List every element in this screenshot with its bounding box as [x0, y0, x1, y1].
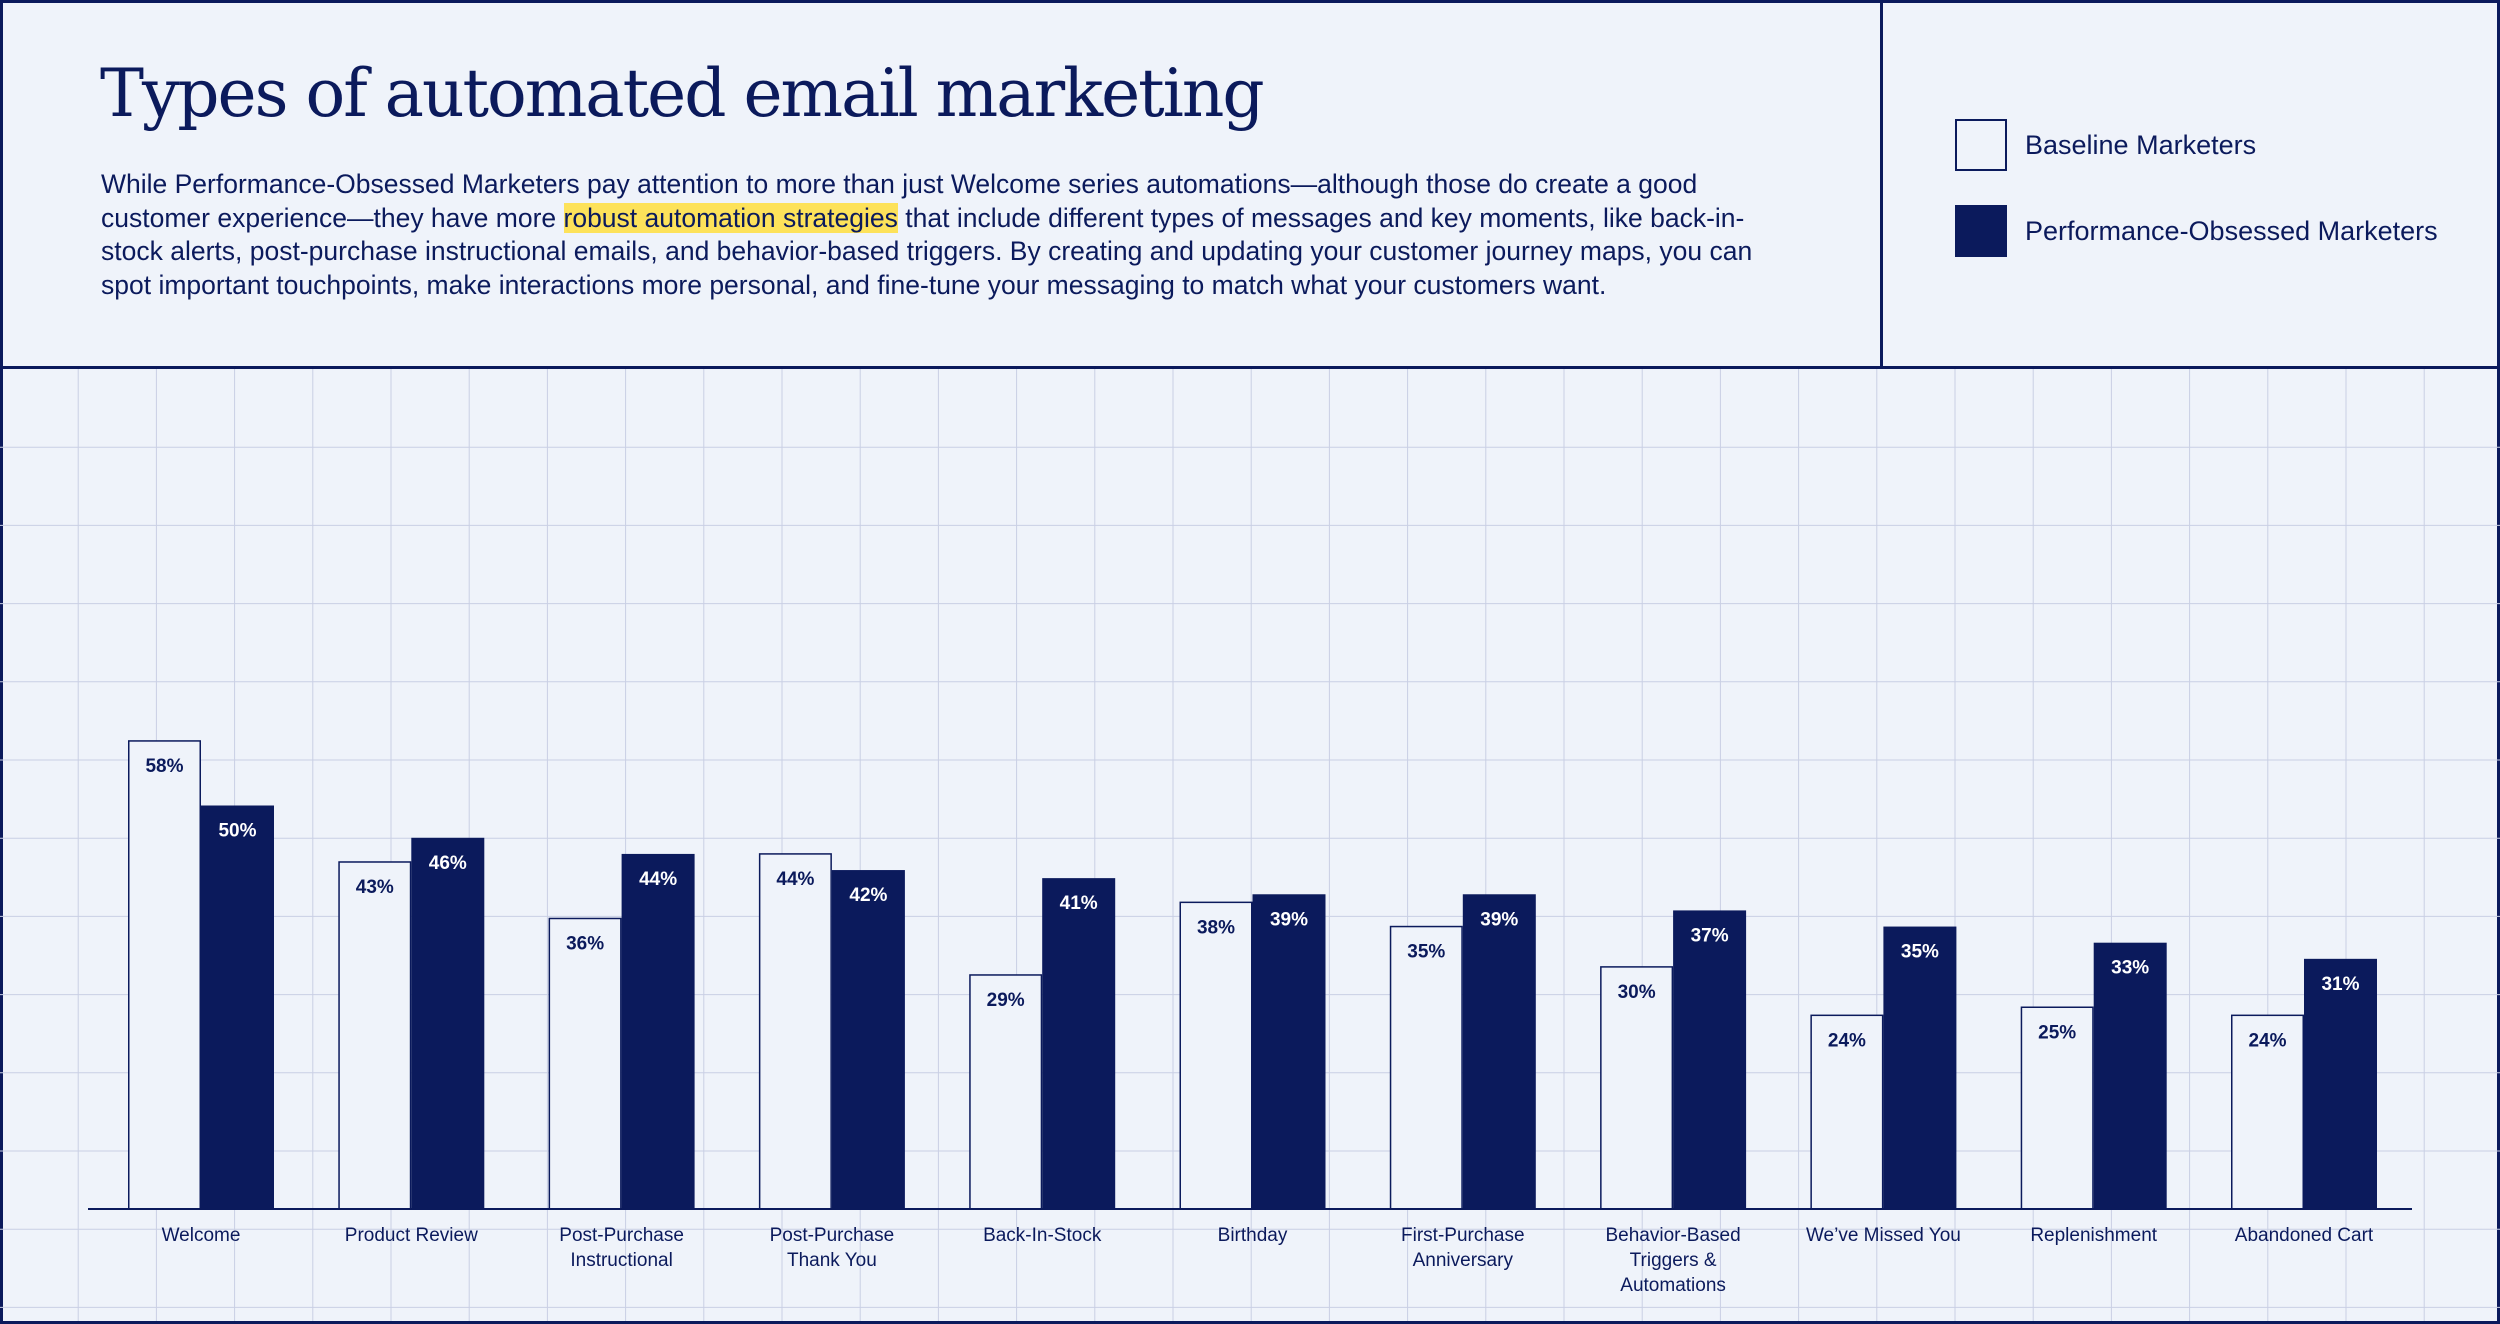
bar-baseline: [2231, 1014, 2304, 1210]
data-label-baseline: 25%: [2038, 1022, 2076, 1043]
category-label-line: First-Purchase: [1401, 1225, 1525, 1246]
bar-performance: [1462, 894, 1536, 1209]
category-label-line: Product Review: [345, 1225, 478, 1246]
data-label-baseline: 43%: [356, 877, 394, 898]
bar-performance: [201, 805, 274, 1209]
bar-baseline: [338, 861, 412, 1210]
legend-item-baseline: Baseline Marketers: [1955, 117, 2438, 173]
data-label-performance: 50%: [218, 821, 256, 842]
data-label-baseline: 24%: [1828, 1030, 1866, 1051]
category-label-line: We’ve Missed You: [1806, 1225, 1961, 1246]
bar-performance: [1673, 910, 1747, 1209]
data-label-baseline: 58%: [145, 756, 183, 777]
data-label-baseline: 24%: [2248, 1030, 2286, 1051]
legend: Baseline Marketers Performance-Obsessed …: [1955, 117, 2438, 289]
category-label-line: Birthday: [1218, 1225, 1288, 1246]
description-text-start: While Performance-Obsessed Marketers pay…: [101, 169, 1698, 233]
legend-divider: [1880, 0, 1883, 368]
category-label-line: Welcome: [162, 1225, 241, 1246]
data-label-performance: 42%: [849, 885, 887, 906]
bar-baseline: [1389, 925, 1463, 1210]
bar-baseline: [1810, 1014, 1884, 1210]
category-label: Welcome: [162, 1225, 241, 1246]
data-label-performance: 35%: [1901, 942, 1939, 963]
data-label-performance: 39%: [1480, 909, 1518, 930]
description-text-end: that include different types of messages…: [101, 202, 1753, 300]
bar-baseline: [128, 740, 201, 1210]
bar-chart: 58% 50% Welcome 43% 46% Product Review 36% 44% P…: [0, 369, 2500, 1321]
category-label: Post-Purchase Instructional: [559, 1225, 684, 1271]
category-label-line: Abandoned Cart: [2235, 1225, 2374, 1246]
category-label-line: Instructional: [570, 1250, 672, 1271]
data-label-baseline: 44%: [776, 869, 814, 890]
bar-baseline: [1600, 966, 1674, 1210]
bar-baseline: [1179, 901, 1253, 1210]
category-label: Birthday: [1218, 1225, 1288, 1246]
bar-baseline: [548, 917, 622, 1210]
description-highlight: robust automation strategies: [563, 202, 898, 233]
category-label-line: Thank You: [787, 1250, 877, 1271]
category-label-line: Behavior-Based: [1605, 1225, 1740, 1246]
data-label-baseline: 38%: [1197, 917, 1235, 938]
category-label: Post-Purchase Thank You: [770, 1225, 895, 1271]
category-label: We’ve Missed You: [1806, 1225, 1961, 1246]
category-label-line: Replenishment: [2030, 1225, 2157, 1246]
category-label: Behavior-Based Triggers & Automations: [1605, 1225, 1740, 1296]
chart-area: 58% 50% Welcome 43% 46% Product Review 36% 44% P…: [0, 369, 2500, 1321]
category-label-line: Automations: [1620, 1275, 1726, 1296]
chart-description: While Performance-Obsessed Marketers pay…: [101, 168, 1801, 302]
legend-label-baseline: Baseline Marketers: [2025, 129, 2257, 160]
legend-swatch-baseline: [1955, 119, 2007, 171]
data-label-performance: 39%: [1270, 909, 1308, 930]
data-label-baseline: 36%: [566, 933, 604, 954]
category-label: First-Purchase Anniversary: [1401, 1225, 1525, 1271]
header-divider: [0, 366, 2500, 369]
category-label: Product Review: [345, 1225, 478, 1246]
bar-performance: [1042, 878, 1116, 1209]
category-label-line: Post-Purchase: [770, 1225, 895, 1246]
category-label-line: Back-In-Stock: [983, 1225, 1102, 1246]
legend-swatch-performance: [1955, 205, 2007, 257]
bar-performance: [411, 837, 485, 1209]
bar-performance: [1252, 894, 1326, 1209]
data-label-performance: 46%: [429, 853, 467, 874]
bar-baseline: [758, 853, 832, 1210]
data-label-baseline: 35%: [1407, 942, 1445, 963]
bar-performance: [2304, 958, 2377, 1209]
category-label: Replenishment: [2030, 1225, 2157, 1246]
data-label-baseline: 30%: [1618, 982, 1656, 1003]
category-label: Abandoned Cart: [2235, 1225, 2374, 1246]
data-label-performance: 44%: [639, 869, 677, 890]
data-label-performance: 33%: [2111, 958, 2149, 979]
bar-baseline: [969, 974, 1043, 1210]
bar-performance: [621, 853, 695, 1209]
chart-title: Types of automated email marketing: [100, 55, 1265, 132]
bar-baseline: [2020, 1006, 2094, 1210]
bar-performance: [2093, 942, 2167, 1209]
legend-label-performance: Performance-Obsessed Marketers: [2025, 215, 2438, 246]
category-label-line: Post-Purchase: [559, 1225, 684, 1246]
category-label: Back-In-Stock: [983, 1225, 1102, 1246]
data-label-baseline: 29%: [987, 990, 1025, 1011]
data-label-performance: 37%: [1691, 925, 1729, 946]
category-label-line: Triggers &: [1630, 1250, 1717, 1271]
legend-item-performance: Performance-Obsessed Marketers: [1955, 203, 2438, 259]
category-label-line: Anniversary: [1413, 1250, 1514, 1271]
bar-performance: [831, 870, 905, 1209]
bar-performance: [1883, 926, 1957, 1209]
data-label-performance: 31%: [2321, 974, 2359, 995]
data-label-performance: 41%: [1060, 893, 1098, 914]
